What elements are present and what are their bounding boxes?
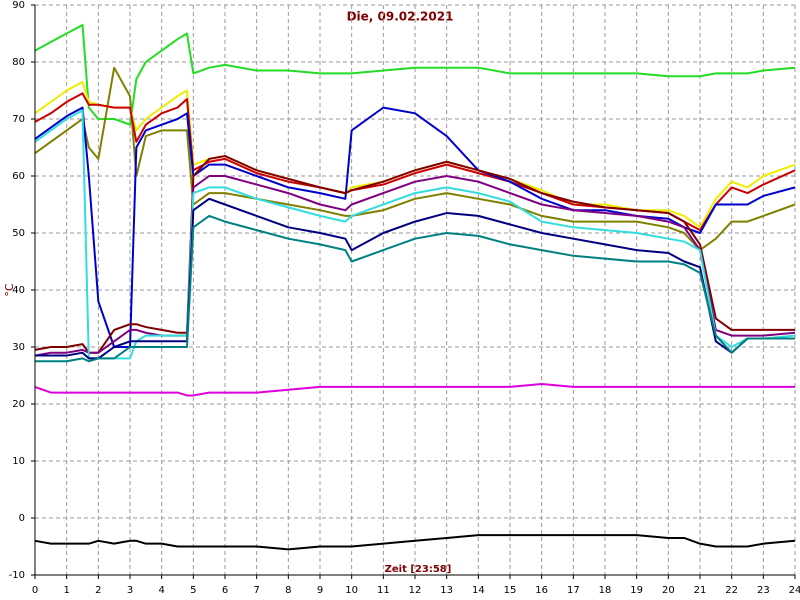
y-tick-label: 70 [12, 114, 25, 125]
lines [34, 23, 796, 551]
y-tick-label: -10 [9, 570, 25, 581]
x-tick-label: 20 [662, 585, 675, 596]
x-tick-label: 10 [345, 585, 358, 596]
x-tick-label: 9 [317, 585, 323, 596]
x-tick-label: 23 [757, 585, 770, 596]
x-tick-label: 18 [599, 585, 612, 596]
y-tick-label: 20 [12, 399, 25, 410]
x-tick-label: 16 [535, 585, 548, 596]
series-line [34, 383, 795, 397]
x-axis-label: Zeit [23:58] [385, 564, 452, 575]
x-tick-label: 15 [504, 585, 517, 596]
series-line [34, 109, 796, 360]
x-tick-label: 2 [95, 585, 101, 596]
x-tick-label: 19 [630, 585, 643, 596]
series-line [34, 175, 796, 357]
chart-title: Die, 09.02.2021 [347, 10, 454, 24]
x-tick-label: 12 [409, 585, 422, 596]
y-tick-label: 60 [12, 171, 25, 182]
series-line [35, 197, 795, 360]
x-tick-label: 22 [725, 585, 738, 596]
x-tick-label: 14 [472, 585, 485, 596]
x-tick-label: 24 [789, 585, 800, 596]
y-tick-label: 90 [12, 0, 25, 11]
x-tick-label: 1 [63, 585, 69, 596]
series-line [35, 214, 795, 363]
x-tick-label: 7 [253, 585, 259, 596]
x-tick-label: 4 [158, 585, 164, 596]
y-tick-label: 0 [19, 513, 25, 524]
series-line [34, 66, 796, 252]
x-tick-label: 8 [285, 585, 291, 596]
series-line [34, 155, 795, 354]
x-tick-label: 13 [440, 585, 453, 596]
y-tick-label: 30 [12, 342, 25, 353]
series-line [34, 534, 796, 551]
x-tick-label: 6 [222, 585, 228, 596]
x-tick-label: 5 [190, 585, 196, 596]
y-axis-label: °C [3, 283, 16, 297]
y-tick-label: 40 [12, 285, 25, 296]
y-tick-label: 10 [12, 456, 25, 467]
series-line [34, 23, 796, 126]
y-tick-label: 80 [12, 57, 25, 68]
x-tick-label: 0 [32, 585, 38, 596]
y-tick-label: 50 [12, 228, 25, 239]
x-tick-label: 17 [567, 585, 580, 596]
x-tick-label: 3 [127, 585, 133, 596]
x-tick-label: 11 [377, 585, 390, 596]
x-tick-label: 21 [694, 585, 707, 596]
